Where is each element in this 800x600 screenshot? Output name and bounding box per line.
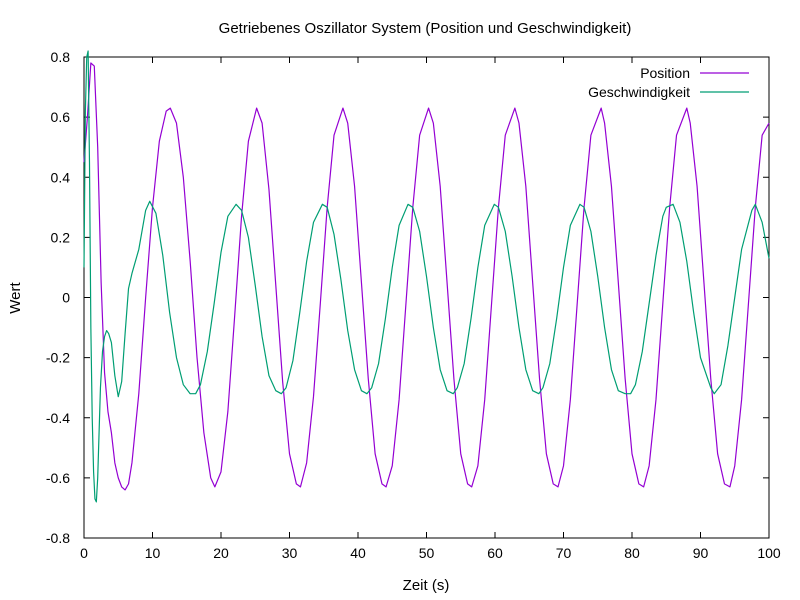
y-tick-label: -0.8 xyxy=(46,530,70,546)
x-tick-label: 50 xyxy=(419,545,435,561)
x-tick-label: 90 xyxy=(693,545,709,561)
y-tick-label: 0 xyxy=(62,290,70,306)
x-tick-label: 20 xyxy=(213,545,229,561)
x-axis-title: Zeit (s) xyxy=(403,577,450,594)
x-tick-label: 60 xyxy=(487,545,503,561)
x-tick-label: 30 xyxy=(282,545,298,561)
y-tick-label: 0.8 xyxy=(51,49,71,65)
y-tick-label: -0.4 xyxy=(46,410,70,426)
x-tick-label: 10 xyxy=(145,545,161,561)
legend-label: Position xyxy=(640,65,690,81)
y-tick-label: -0.6 xyxy=(46,470,70,486)
series-layer xyxy=(83,50,770,503)
x-tick-label: 0 xyxy=(80,545,88,561)
legend: Position Geschwindigkeit xyxy=(588,65,749,100)
series-line-geschwindigkeit xyxy=(83,50,770,503)
y-tick-label: 0.6 xyxy=(51,109,71,125)
x-tick-label: 80 xyxy=(624,545,640,561)
plot-border xyxy=(83,56,770,539)
plot-area xyxy=(83,56,770,539)
y-axis-title: Wert xyxy=(7,281,24,313)
chart-title: Getriebenes Oszillator System (Position … xyxy=(219,20,632,37)
axes: 0 10 20 30 40 50 60 70 80 90 100 0.8 0.6 0.4 0.2 0 -0.2 -… xyxy=(46,49,781,561)
series-line-position xyxy=(83,62,770,491)
y-tick-label: 0.2 xyxy=(51,229,71,245)
x-tick-label: 40 xyxy=(350,545,366,561)
x-tick-label: 100 xyxy=(757,545,781,561)
y-tick-label: 0.4 xyxy=(51,169,71,185)
x-tick-label: 70 xyxy=(556,545,572,561)
y-tick-label: -0.2 xyxy=(46,350,70,366)
legend-label: Geschwindigkeit xyxy=(588,84,690,100)
